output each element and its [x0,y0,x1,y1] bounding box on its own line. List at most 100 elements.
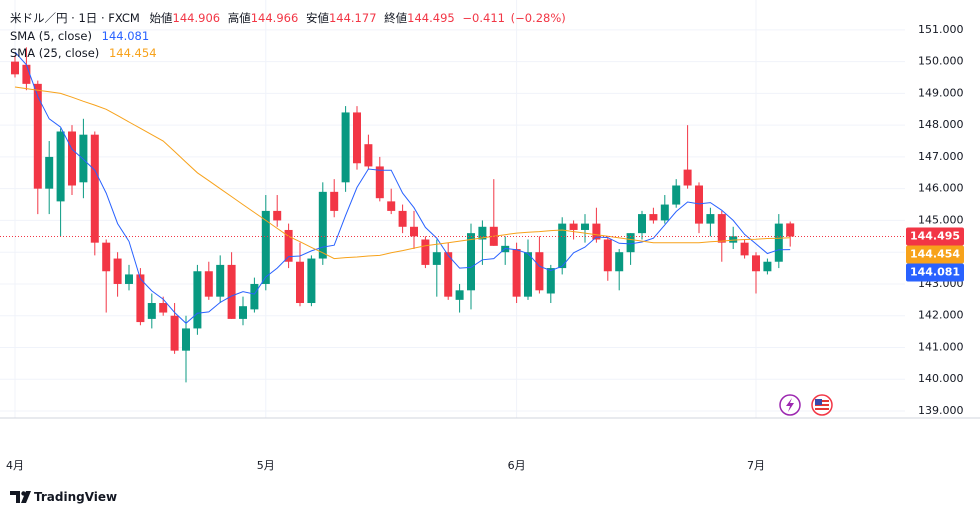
candle-body [535,252,544,291]
candle-body [455,290,464,300]
candle-body [182,328,190,351]
candle-body [318,191,327,259]
sma-line [14,86,791,260]
y-tick-label: 146.000 [918,182,964,195]
candle-body [740,242,749,256]
candle-body [79,134,88,183]
candle-body [774,223,783,262]
y-tick-label: 145.000 [918,213,964,226]
y-tick-label: 142.000 [918,309,964,322]
candle-body [22,64,31,84]
candle-body [569,223,578,230]
candle-body [717,214,726,243]
y-tick-label: 140.000 [918,372,964,385]
candle-body [33,83,42,189]
change-pct: (−0.28%) [511,11,566,25]
legend-sma25[interactable]: SMA (25, close) 144.454 [10,46,157,60]
y-tick-label: 150.000 [918,55,964,68]
candle-body [147,303,156,319]
candle-body [136,274,145,323]
candle-body [56,131,65,202]
candle-body [375,166,384,199]
legend-value: 144.081 [102,29,150,43]
candle-body [273,210,282,221]
x-tick-label: 5月 [257,459,275,472]
logo[interactable]: TradingView [10,490,117,504]
candle-body [387,201,396,211]
open-value: 144.906 [173,11,221,25]
candle-body [204,271,213,297]
sma-line [14,51,791,324]
candle-body [330,191,339,211]
candle-body [261,210,270,284]
candle-body [296,261,304,304]
candle-body [478,226,487,240]
candle-body [239,306,247,319]
candle-body [398,210,407,227]
candle-body [603,239,612,272]
candle-body [227,264,236,319]
candle-body [660,204,669,221]
y-tick-label: 149.000 [918,86,964,99]
candle-body [364,144,373,167]
high-label: 高値 [228,11,251,25]
candle-body [672,185,681,205]
candle-body [752,255,760,272]
price-tag-label: 144.081 [910,265,960,278]
y-tick-label: 147.000 [918,150,964,163]
legend-name: SMA (25, close) [10,46,99,60]
change: −0.411 [462,11,505,25]
candle-body [626,233,635,253]
candle-body [683,169,692,186]
low-label: 安値 [306,11,329,25]
price-tag-label: 144.495 [910,229,960,242]
candle-body [638,214,646,234]
candle-body [615,252,624,272]
candle-body [524,252,532,297]
x-tick-label: 7月 [747,459,765,472]
y-tick-label: 139.000 [918,404,964,417]
legend-value: 144.454 [109,46,157,60]
brand: TradingView [34,490,117,504]
header: 米ドル／円 · 1日 · FXCM 始値144.906 高値144.966 安値… [10,11,566,25]
candle-body [706,214,715,224]
event-icon[interactable] [779,394,801,416]
legend-sma5[interactable]: SMA (5, close) 144.081 [10,29,149,43]
candle-body [763,261,772,272]
candle-body [421,239,430,265]
candle-body [786,223,795,237]
price-tag [906,263,964,282]
x-tick-label: 6月 [508,459,526,472]
candle-body [113,258,122,284]
close-value: 144.495 [407,11,455,25]
candle-body [649,214,658,221]
candle-body [341,112,350,183]
open-label: 始値 [150,11,173,25]
price-tag-label: 144.454 [910,247,960,260]
candle-body [284,229,293,262]
candle-body [512,249,521,297]
candle-body [410,226,418,237]
legend-name: SMA (5, close) [10,29,92,43]
candle-body [125,274,133,284]
candle-body [193,271,202,329]
y-tick-label: 148.000 [918,118,964,131]
flag-icon[interactable] [811,394,833,416]
candle-body [558,223,567,269]
candle-body [90,134,99,243]
symbol: 米ドル／円 · 1日 · FXCM [10,11,140,25]
close-label: 終値 [384,11,407,25]
marks [0,47,905,383]
candle-body [581,223,589,230]
high-value: 144.966 [251,11,299,25]
candle-body [695,185,703,224]
candle-body [159,303,168,313]
candle-body [216,264,225,297]
low-value: 144.177 [329,11,377,25]
candle-body [467,233,475,291]
candle-body [250,283,259,310]
candle-body [432,252,441,265]
candle-body [102,242,111,272]
candle-body [170,315,179,351]
